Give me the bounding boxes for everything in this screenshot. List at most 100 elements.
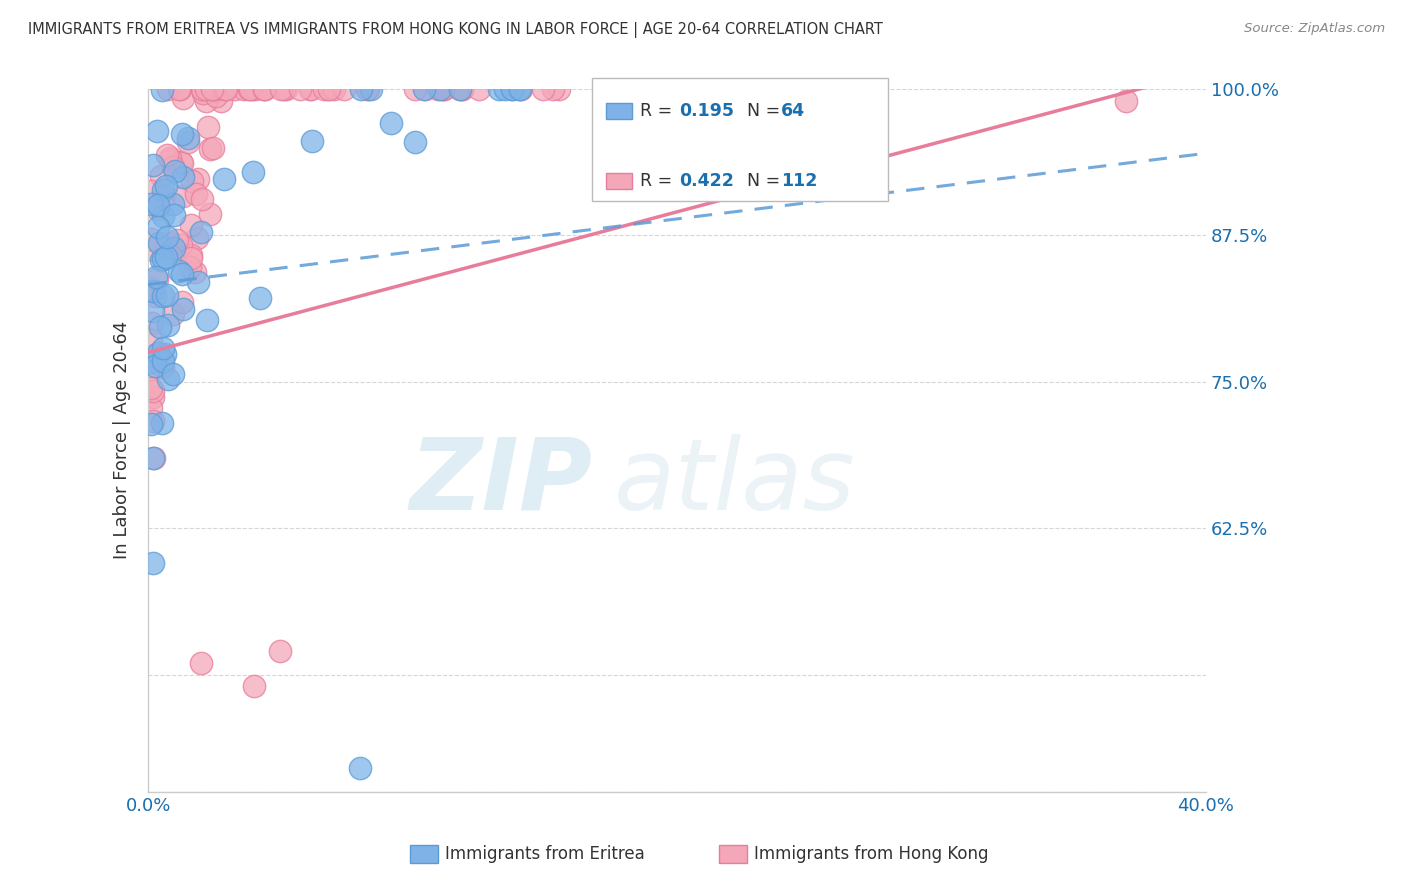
Point	[177, 135, 200, 149]
Point	[190, 225, 212, 239]
Point	[238, 82, 260, 96]
Point	[170, 238, 193, 252]
Point	[152, 354, 174, 368]
Point	[141, 417, 163, 431]
Point	[155, 346, 177, 360]
Point	[160, 153, 183, 168]
Point	[160, 235, 183, 250]
Point	[180, 174, 202, 188]
Point	[316, 82, 339, 96]
Point	[173, 169, 195, 184]
Point	[195, 82, 218, 96]
Point	[180, 248, 202, 262]
Point	[152, 183, 174, 197]
Point	[170, 295, 193, 310]
Point	[170, 267, 193, 281]
Text: atlas: atlas	[613, 434, 855, 531]
Point	[501, 82, 523, 96]
Point	[332, 82, 354, 96]
Point	[157, 318, 180, 333]
Point	[298, 82, 321, 96]
Point	[139, 281, 162, 295]
Point	[187, 276, 209, 290]
Point	[243, 679, 266, 693]
Point	[139, 381, 162, 395]
Point	[172, 91, 194, 105]
Point	[172, 128, 194, 142]
Point	[357, 82, 380, 96]
Point	[145, 270, 167, 285]
Point	[253, 82, 276, 96]
Point	[148, 236, 170, 251]
Point	[451, 82, 474, 96]
Point	[146, 272, 169, 286]
Point	[184, 186, 207, 201]
Point	[270, 82, 292, 96]
Point	[322, 82, 344, 96]
Point	[143, 359, 166, 373]
Point	[202, 141, 225, 155]
Point	[426, 82, 449, 96]
Point	[707, 82, 730, 96]
Point	[501, 82, 523, 96]
Point	[655, 82, 678, 96]
Point	[163, 208, 186, 222]
Point	[548, 82, 571, 96]
Point	[242, 165, 264, 179]
Point	[143, 288, 166, 302]
Point	[655, 82, 678, 96]
Point	[449, 82, 471, 96]
Point	[157, 372, 180, 386]
Text: N =: N =	[735, 172, 786, 190]
Point	[153, 189, 176, 203]
Point	[318, 82, 340, 96]
Point	[139, 284, 162, 298]
Point	[163, 164, 186, 178]
Point	[179, 260, 201, 274]
Point	[177, 131, 200, 145]
Point	[194, 94, 217, 108]
Point	[152, 252, 174, 267]
Point	[193, 87, 215, 101]
Point	[349, 761, 371, 775]
Point	[240, 82, 263, 96]
Point	[146, 124, 169, 138]
Point	[201, 82, 224, 96]
Point	[152, 209, 174, 223]
Point	[139, 355, 162, 369]
Point	[494, 82, 516, 96]
Point	[429, 82, 451, 96]
Point	[191, 82, 214, 96]
Text: Immigrants from Eritrea: Immigrants from Eritrea	[444, 845, 644, 863]
Point	[451, 82, 474, 96]
Point	[142, 384, 165, 399]
Point	[142, 285, 165, 299]
Point	[142, 158, 165, 172]
Point	[214, 172, 236, 186]
Point	[432, 82, 454, 96]
Point	[488, 82, 510, 96]
Point	[141, 361, 163, 376]
Point	[510, 82, 533, 96]
Point	[141, 349, 163, 363]
Point	[243, 82, 266, 96]
Point	[205, 89, 228, 103]
Point	[150, 169, 173, 184]
Point	[191, 192, 214, 206]
Point	[404, 135, 426, 149]
Point	[224, 82, 246, 96]
Text: R =: R =	[640, 172, 678, 190]
Point	[139, 232, 162, 246]
Point	[356, 82, 378, 96]
Point	[170, 156, 193, 170]
Point	[163, 241, 186, 255]
Point	[167, 82, 190, 96]
Point	[202, 82, 225, 96]
Point	[184, 265, 207, 279]
Point	[269, 644, 291, 658]
Point	[239, 82, 262, 96]
Point	[148, 346, 170, 360]
Point	[148, 220, 170, 235]
Point	[170, 155, 193, 169]
Point	[143, 243, 166, 257]
